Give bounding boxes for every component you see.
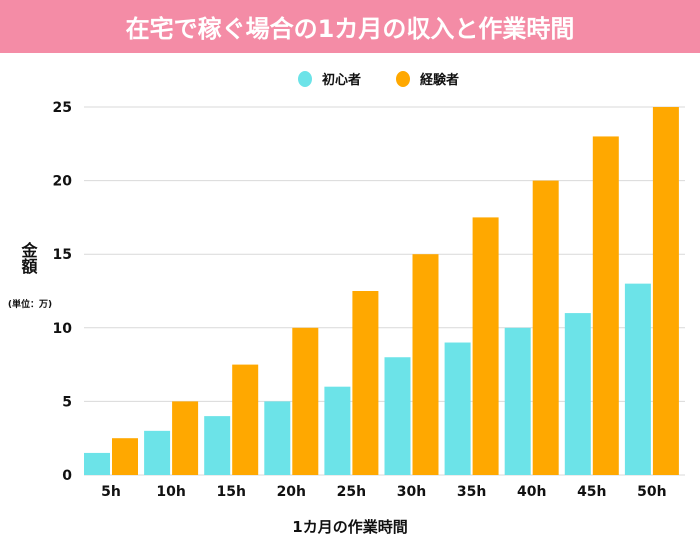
- x-tick-label: 45h: [577, 484, 606, 500]
- y-tick-label: 15: [53, 247, 72, 263]
- y-tick-label: 25: [53, 100, 72, 116]
- bar-experienced: [172, 401, 199, 475]
- legend-label: 経験者: [420, 72, 459, 88]
- x-axis-label: 1カ月の作業時間: [292, 518, 407, 536]
- bar-experienced: [412, 254, 439, 475]
- bar-beginner: [264, 401, 291, 475]
- legend-label: 初心者: [322, 72, 361, 88]
- bar-experienced: [592, 136, 619, 475]
- y-axis-label: 金額: [19, 241, 39, 275]
- x-tick-label: 20h: [277, 484, 306, 500]
- bar-experienced: [352, 291, 379, 475]
- y-tick-label: 10: [53, 321, 73, 337]
- x-tick-label: 30h: [397, 484, 426, 500]
- bar-beginner: [564, 313, 591, 475]
- chart-title: 在宅で稼ぐ場合の1カ月の収入と作業時間: [125, 15, 575, 43]
- bar-experienced: [232, 364, 259, 475]
- bar-beginner: [84, 452, 110, 475]
- bar-experienced: [292, 327, 319, 475]
- bar-beginner: [384, 357, 411, 475]
- y-tick-label: 5: [62, 394, 72, 410]
- y-tick-label: 20: [53, 174, 73, 190]
- bar-beginner: [624, 283, 651, 475]
- x-tick-label: 50h: [637, 484, 666, 500]
- x-tick-label: 40h: [517, 484, 546, 500]
- legend-swatch: [396, 71, 410, 87]
- x-tick-label: 15h: [216, 484, 245, 500]
- y-axis-unit: (単位：万): [8, 298, 52, 310]
- bar-experienced: [532, 180, 559, 475]
- x-tick-label: 5h: [101, 484, 121, 500]
- bar-beginner: [324, 386, 351, 475]
- x-tick-label: 35h: [457, 484, 486, 500]
- bar-beginner: [444, 342, 471, 475]
- bar-experienced: [472, 217, 499, 475]
- bar-experienced: [112, 438, 138, 475]
- y-tick-label: 0: [62, 468, 72, 484]
- chart-title-banner: 在宅で稼ぐ場合の1カ月の収入と作業時間: [0, 0, 700, 53]
- bar-beginner: [204, 416, 231, 475]
- legend-swatch: [298, 71, 312, 87]
- bar-beginner: [504, 327, 531, 475]
- x-tick-label: 25h: [337, 484, 366, 500]
- x-tick-label: 10h: [156, 484, 185, 500]
- bar-experienced: [652, 107, 679, 475]
- bar-beginner: [144, 430, 171, 475]
